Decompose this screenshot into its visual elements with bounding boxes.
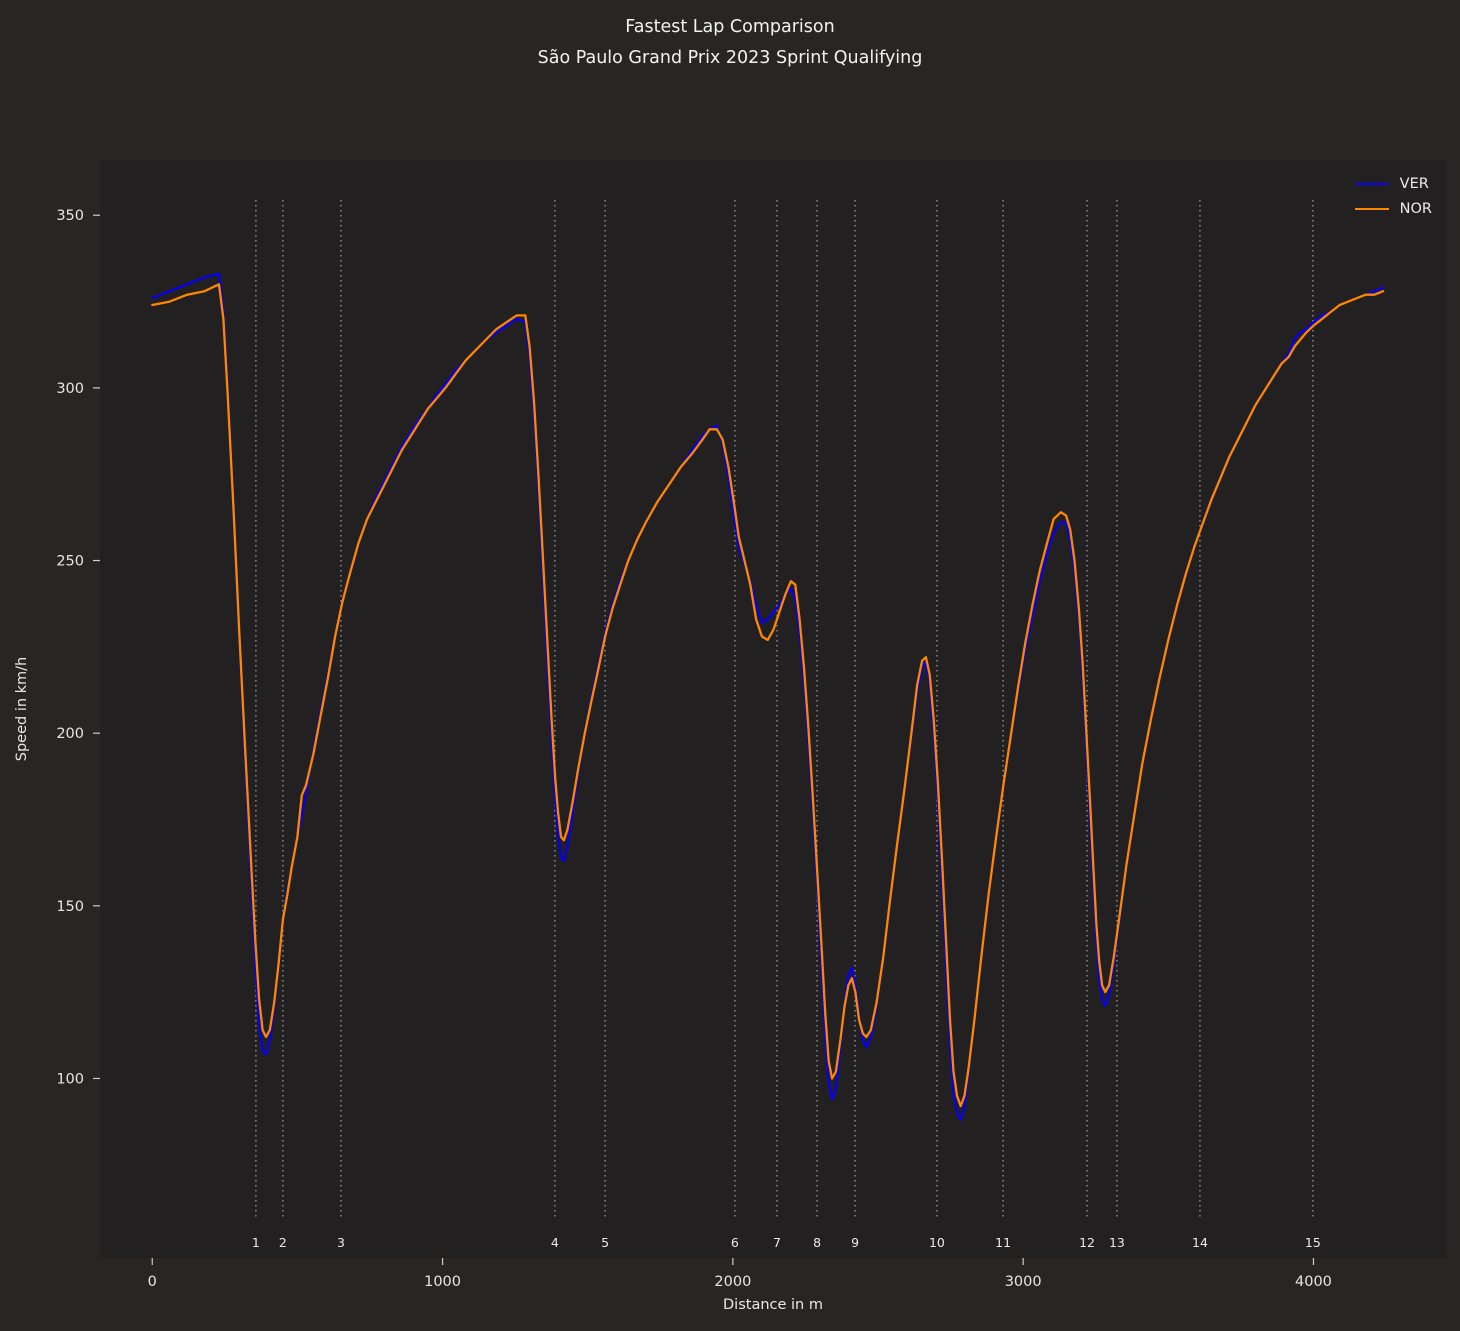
corner-number-label-14: 14 [1192, 1235, 1208, 1250]
nor-line-swatch [1354, 208, 1389, 210]
y-tick-label: 150 [56, 899, 84, 915]
legend-entry-nor: NOR [1354, 201, 1432, 217]
x-tick-label: 2000 [714, 1274, 751, 1290]
x-tick-label: 0 [148, 1274, 157, 1290]
corner-number-label-9: 9 [851, 1235, 859, 1250]
y-axis-label: Speed in km/h [14, 656, 30, 762]
y-tick-label: 250 [56, 554, 84, 570]
legend-label-ver: VER [1399, 176, 1429, 192]
corner-number-label-8: 8 [813, 1235, 821, 1250]
corner-number-label-11: 11 [995, 1235, 1011, 1250]
y-tick-label: 350 [56, 208, 84, 224]
x-tick-label: 1000 [424, 1274, 461, 1290]
plot-area [100, 160, 1447, 1258]
x-tick-label: 3000 [1005, 1274, 1042, 1290]
corner-number-label-7: 7 [773, 1235, 781, 1250]
chart-title-line-2: São Paulo Grand Prix 2023 Sprint Qualify… [537, 48, 923, 68]
legend-entry-ver: VER [1354, 176, 1432, 192]
x-tick-label: 4000 [1295, 1274, 1332, 1290]
corner-number-label-1: 1 [252, 1235, 260, 1250]
corner-number-label-3: 3 [337, 1235, 345, 1250]
corner-number-label-13: 13 [1109, 1235, 1125, 1250]
corner-number-label-12: 12 [1079, 1235, 1095, 1250]
corner-number-label-10: 10 [929, 1235, 945, 1250]
legend-label-nor: NOR [1399, 201, 1432, 217]
corner-number-label-4: 4 [551, 1235, 559, 1250]
chart-title-line-1: Fastest Lap Comparison [625, 17, 835, 37]
corner-number-label-15: 15 [1305, 1235, 1321, 1250]
corner-number-label-2: 2 [279, 1235, 287, 1250]
corner-number-label-5: 5 [601, 1235, 609, 1250]
y-tick-label: 200 [56, 726, 84, 742]
y-tick-label: 300 [56, 381, 84, 397]
chart-title: Fastest Lap Comparison São Paulo Grand P… [0, 12, 1460, 74]
ver-line-swatch [1354, 183, 1389, 185]
legend: VER NOR [1354, 176, 1432, 217]
corner-number-label-6: 6 [731, 1235, 739, 1250]
speed-trace-nor [151, 283, 1385, 1108]
y-tick-label: 100 [56, 1071, 84, 1087]
x-axis-label: Distance in m [723, 1297, 823, 1313]
